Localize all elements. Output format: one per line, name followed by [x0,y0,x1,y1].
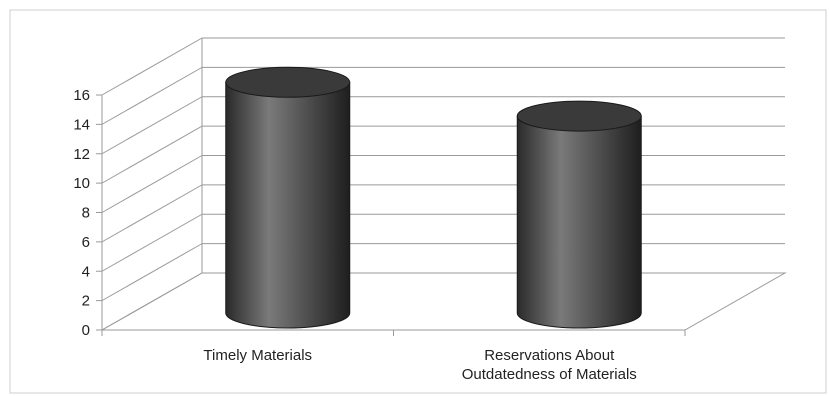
bar-cylinder-top [225,66,351,98]
side-gridline [101,125,203,184]
y-tick-label: 12 [73,146,90,163]
y-tick-label: 2 [82,293,90,310]
bar-cylinder-top [516,100,642,132]
outer-border [9,9,827,394]
side-gridline [101,96,203,155]
x-category-label: Outdatedness of Materials [462,366,637,383]
y-tick-label: 4 [82,263,90,280]
bar-cylinder-body [516,115,642,329]
y-tick-label: 10 [73,175,90,192]
y-tick-label: 8 [82,205,90,222]
side-gridline [101,66,203,125]
side-gridline [101,37,203,96]
bar-cylinder [516,100,642,329]
side-gridline [101,213,203,272]
y-tick-label: 0 [82,322,90,339]
x-category-label: Reservations About [484,347,615,364]
bar-cylinder-body [225,81,351,329]
bar-cylinder [225,66,351,329]
side-gridline [101,184,203,243]
x-category-label: Timely Materials [203,347,312,364]
y-tick-label: 14 [73,116,90,133]
y-tick-label: 6 [82,234,90,251]
side-gridline [101,155,203,213]
chart-floor [100,272,787,331]
y-tick-label: 16 [73,87,90,104]
side-gridline [101,243,203,302]
